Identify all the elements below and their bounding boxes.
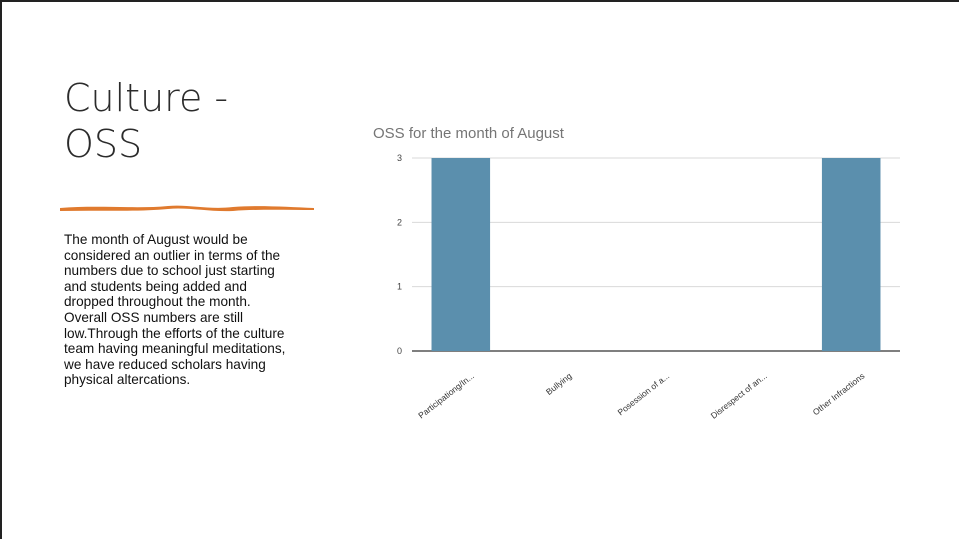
bar [431,158,491,351]
x-tick-label: Disrespect of an... [709,371,769,421]
bar [821,158,881,351]
x-tick-label: Participationg/In... [416,371,476,421]
x-tick-label: Posession of a... [616,371,672,418]
y-tick-label: 1 [397,282,402,292]
x-tick-label: Other Infractions [811,371,867,418]
grid-layer: 0 1 2 3 [397,153,900,356]
body-text: The month of August would be considered … [64,232,286,388]
x-tick-label: Bullying [544,371,574,397]
chart-title: OSS for the month of August [373,125,565,142]
y-tick-label: 3 [397,153,402,163]
title-underline [60,205,314,212]
bar-layer [431,158,881,351]
label-layer: Participationg/In... Bullying Posession of… [416,371,866,421]
chart-svg: OSS for the month of August 0 1 2 3 Partici… [373,125,900,421]
y-tick-label: 2 [397,217,402,227]
slide-title: Culture - OSS [64,76,229,166]
chart: OSS for the month of August 0 1 2 3 Partici… [360,118,920,448]
y-tick-label: 0 [397,346,402,356]
